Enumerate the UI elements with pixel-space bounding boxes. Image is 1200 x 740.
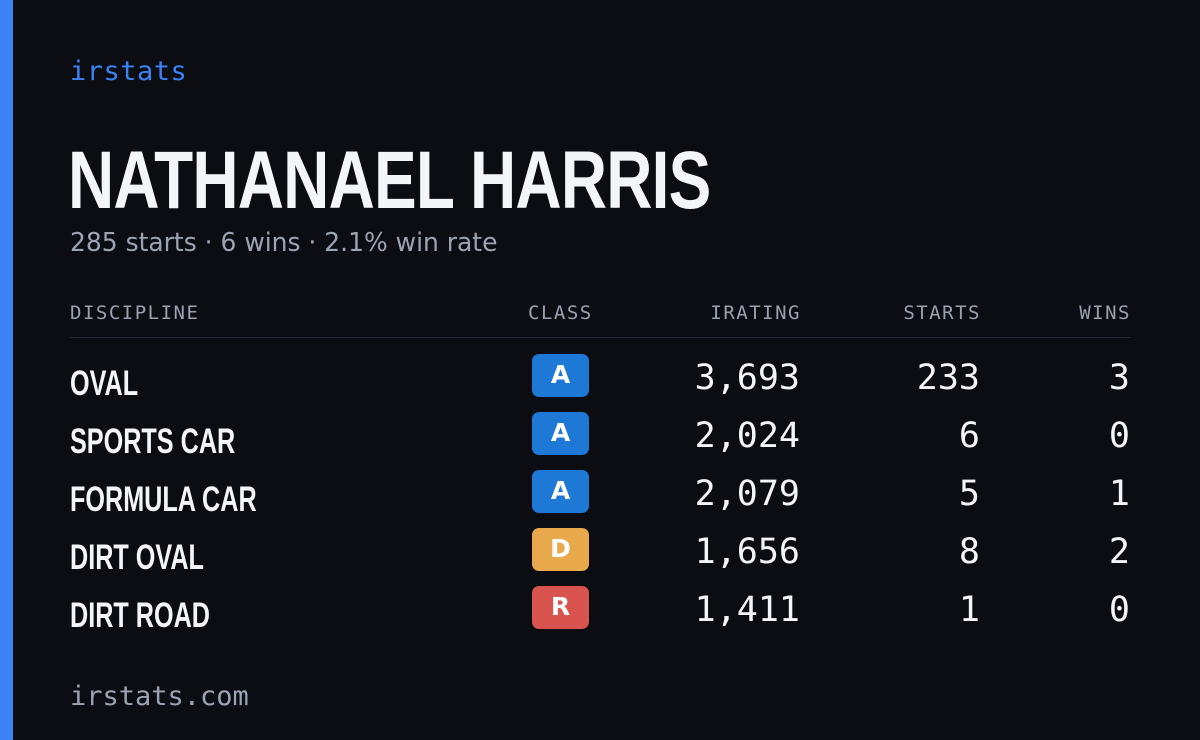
class-badge: R — [532, 586, 589, 629]
accent-bar — [0, 0, 13, 740]
driver-summary: 285 starts · 6 wins · 2.1% win rate — [70, 228, 498, 258]
header-class: CLASS — [528, 302, 593, 324]
discipline-name: FORMULA CAR — [70, 480, 257, 519]
discipline-name: OVAL — [70, 364, 139, 403]
irating-value: 1,411 — [694, 590, 800, 630]
irating-value: 1,656 — [694, 532, 800, 572]
class-badge: A — [532, 412, 589, 455]
class-badge: A — [532, 470, 589, 513]
footer-url: irstats.com — [70, 681, 249, 712]
discipline-name: DIRT ROAD — [70, 596, 210, 635]
wins-value: 3 — [1108, 358, 1130, 398]
wins-value: 0 — [1108, 590, 1130, 630]
starts-value: 5 — [958, 474, 980, 514]
header-starts: STARTS — [903, 302, 981, 324]
table-row: FORMULA CAR A 2,079 5 1 — [0, 466, 1200, 524]
header-discipline: DISCIPLINE — [70, 302, 200, 324]
discipline-name: SPORTS CAR — [70, 422, 236, 461]
class-badge: D — [532, 528, 589, 571]
table-row: OVAL A 3,693 233 3 — [0, 350, 1200, 408]
wins-value: 0 — [1108, 416, 1130, 456]
wins-value: 1 — [1108, 474, 1130, 514]
starts-value: 233 — [916, 358, 980, 398]
driver-name: NATHANAEL HARRIS — [68, 135, 711, 226]
irating-value: 2,024 — [694, 416, 800, 456]
table-row: SPORTS CAR A 2,024 6 0 — [0, 408, 1200, 466]
table-row: DIRT ROAD R 1,411 1 0 — [0, 582, 1200, 640]
class-badge: A — [532, 354, 589, 397]
wins-value: 2 — [1108, 532, 1130, 572]
starts-value: 8 — [958, 532, 980, 572]
irating-value: 2,079 — [694, 474, 800, 514]
starts-value: 1 — [958, 590, 980, 630]
starts-value: 6 — [958, 416, 980, 456]
discipline-name: DIRT OVAL — [70, 538, 204, 577]
header-divider — [70, 337, 1131, 338]
table-row: DIRT OVAL D 1,656 8 2 — [0, 524, 1200, 582]
table-body: OVAL A 3,693 233 3 SPORTS CAR A 2,024 6 … — [0, 350, 1200, 640]
irating-value: 3,693 — [694, 358, 800, 398]
brand-logo-text: irstats — [70, 56, 188, 87]
header-irating: IRATING — [710, 302, 801, 324]
header-wins: WINS — [1079, 302, 1131, 324]
